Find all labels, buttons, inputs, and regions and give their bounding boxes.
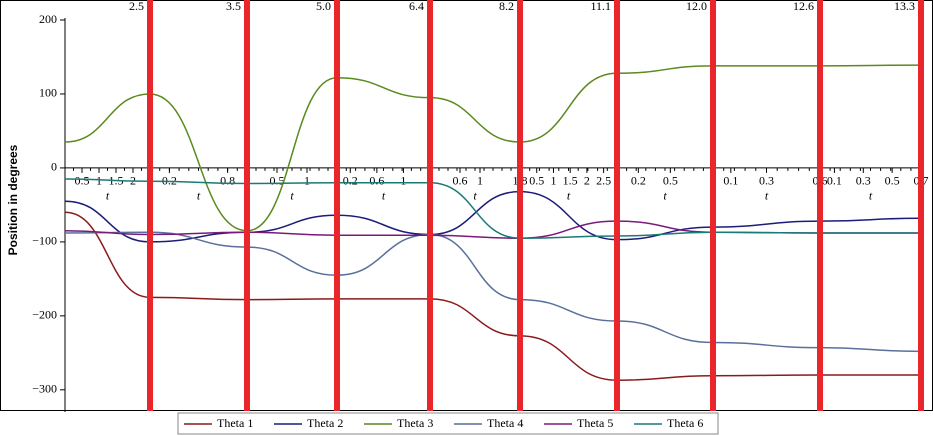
- segment-axis-label: t: [106, 189, 110, 203]
- segment-axis-label: t: [663, 189, 667, 203]
- legend-box: [177, 412, 719, 435]
- segment-axis-label: t: [869, 189, 873, 203]
- y-tick-label: −300: [32, 382, 57, 396]
- segment-axis-label: t: [290, 189, 294, 203]
- y-tick-label: −200: [32, 308, 57, 322]
- x-tick-label: 0.3: [856, 174, 871, 188]
- series-line: [64, 231, 922, 353]
- x-tick-label: 2: [584, 174, 590, 188]
- legend-label: Theta 5: [577, 416, 613, 430]
- y-tick-label: −100: [32, 234, 57, 248]
- x-tick-label: 0.6: [369, 174, 384, 188]
- legend-label: Theta 4: [487, 416, 523, 430]
- x-tick-label: 0.5: [75, 174, 90, 188]
- y-tick-label: 100: [39, 86, 57, 100]
- x-tick-label: 0.1: [827, 174, 842, 188]
- segment-axis-label: t: [567, 189, 571, 203]
- series-line: [64, 178, 921, 239]
- boundary-label: 3.5: [226, 0, 241, 13]
- boundary-label: 12.0: [686, 0, 707, 13]
- series-line: [64, 64, 922, 232]
- boundary-label: 13.3: [894, 0, 915, 13]
- boundary-label: 6.4: [409, 0, 424, 13]
- boundary-label: 11.1: [590, 0, 611, 13]
- boundary-label: 5.0: [316, 0, 331, 13]
- x-tick-label: 1: [96, 174, 102, 188]
- legend: Theta 1 Theta 2 Theta 3 Theta 4 Theta 5 Theta…: [177, 412, 719, 435]
- x-tick-label: 0.6: [453, 174, 468, 188]
- x-tick-label: 1: [550, 174, 556, 188]
- x-tick-label: 0.5: [529, 174, 544, 188]
- boundary-label: 12.6: [793, 0, 814, 13]
- segment-axis-label: t: [765, 189, 769, 203]
- segment-axis-label: t: [473, 189, 477, 203]
- y-axis-label: Position in degrees: [6, 144, 20, 255]
- x-tick-label: 1: [400, 174, 406, 188]
- x-tick-label: 0.2: [631, 174, 646, 188]
- x-tick-label: 0.5: [885, 174, 900, 188]
- x-tick-label: 0.5: [663, 174, 678, 188]
- series-line: [64, 190, 922, 243]
- legend-label: Theta 3: [397, 416, 433, 430]
- x-tick-label: 2.5: [596, 174, 611, 188]
- x-tick-label: 1: [304, 174, 310, 188]
- x-tick-label: 0.3: [759, 174, 774, 188]
- y-tick-label: 0: [51, 160, 57, 174]
- segment-axis-label: t: [197, 189, 201, 203]
- x-tick-label: 0.8: [220, 174, 235, 188]
- x-tick-label: 0.2: [343, 174, 358, 188]
- legend-label: Theta 6: [667, 416, 703, 430]
- x-tick-label: 1: [477, 174, 483, 188]
- x-tick-label: 1.5: [563, 174, 578, 188]
- x-tick-label: 0.5: [270, 174, 285, 188]
- boundary-label: 2.5: [129, 0, 144, 13]
- legend-label: Theta 1: [217, 416, 253, 430]
- boundary-label: 8.2: [499, 0, 514, 13]
- y-tick-label: 200: [39, 12, 57, 26]
- legend-label: Theta 2: [307, 416, 343, 430]
- frame: [0, 0, 933, 411]
- segment-axis-label: t: [382, 189, 386, 203]
- x-tick-label: 0.1: [723, 174, 738, 188]
- series-line: [64, 211, 921, 381]
